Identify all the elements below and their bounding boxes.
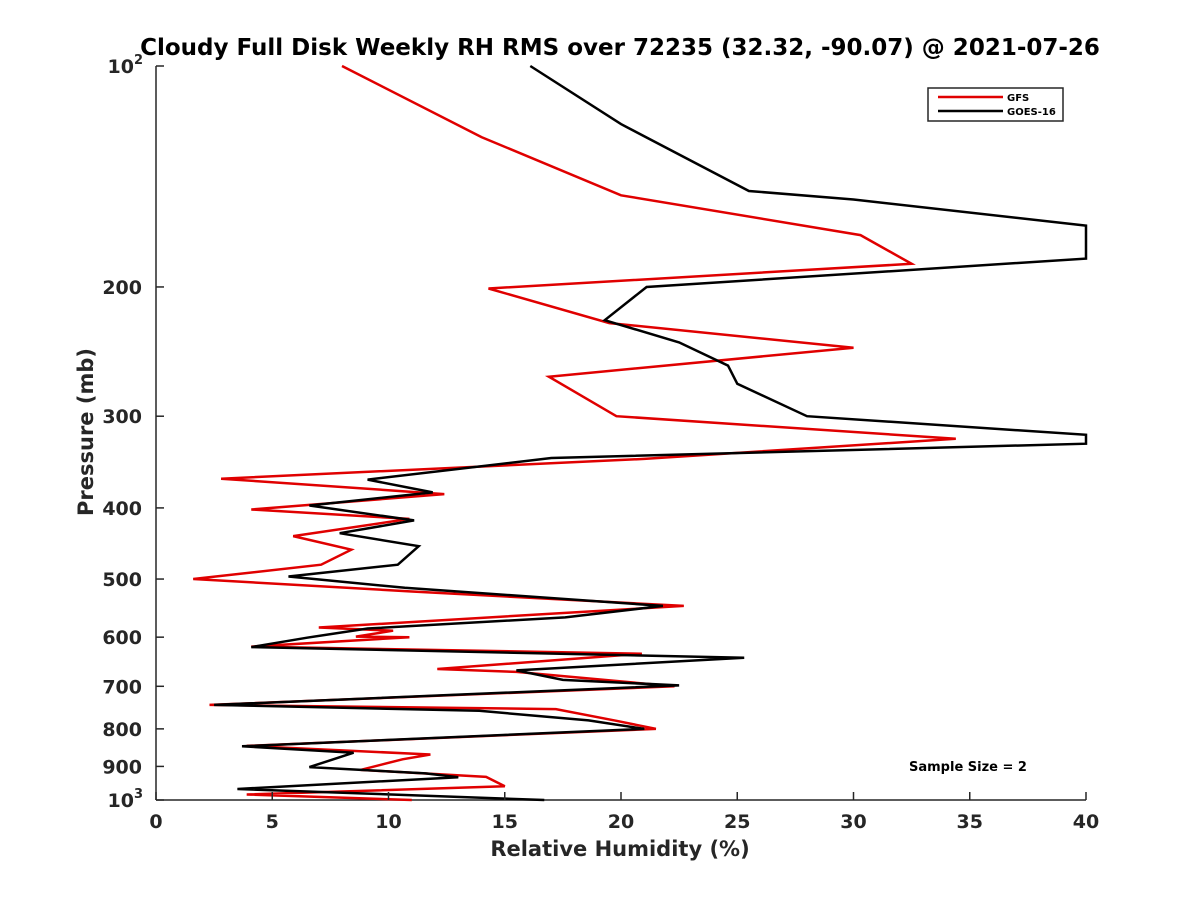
legend-label-gfs: GFS xyxy=(1007,93,1029,104)
y-tick-label: 800 xyxy=(102,719,142,741)
x-tick-label: 10 xyxy=(375,811,401,833)
x-tick-label: 35 xyxy=(957,811,983,833)
plot-area xyxy=(155,64,1088,802)
legend: GFS GOES-16 xyxy=(927,87,1064,122)
y-tick-label: 10 xyxy=(108,56,134,78)
x-axis: 0 5 10 15 20 25 30 35 40 xyxy=(149,792,1099,833)
y-tick-exponent: 3 xyxy=(134,787,143,802)
y-tick-label: 300 xyxy=(102,406,142,428)
legend-label-goes16: GOES-16 xyxy=(1007,107,1056,118)
y-tick-label: 900 xyxy=(102,756,142,778)
x-tick-label: 0 xyxy=(149,811,162,833)
x-tick-label: 30 xyxy=(840,811,866,833)
y-tick-exponent: 2 xyxy=(134,53,143,68)
y-tick-label: 700 xyxy=(102,676,142,698)
x-tick-label: 20 xyxy=(608,811,634,833)
y-tick-label: 500 xyxy=(102,569,142,591)
chart-title: Cloudy Full Disk Weekly RH RMS over 7223… xyxy=(140,35,1100,61)
y-tick-label: 10 xyxy=(108,790,134,812)
x-tick-label: 25 xyxy=(724,811,750,833)
y-tick-label: 400 xyxy=(102,498,142,520)
x-tick-label: 15 xyxy=(492,811,518,833)
legend-box xyxy=(927,87,1064,122)
series-line-goes16 xyxy=(214,64,1088,802)
x-tick-label: 40 xyxy=(1073,811,1099,833)
y-tick-label: 200 xyxy=(102,277,142,299)
x-axis-label: Relative Humidity (%) xyxy=(490,837,749,861)
y-axis-label: Pressure (mb) xyxy=(74,348,98,516)
sample-size-annotation: Sample Size = 2 xyxy=(909,760,1027,775)
x-tick-label: 5 xyxy=(266,811,279,833)
y-tick-label: 600 xyxy=(102,627,142,649)
